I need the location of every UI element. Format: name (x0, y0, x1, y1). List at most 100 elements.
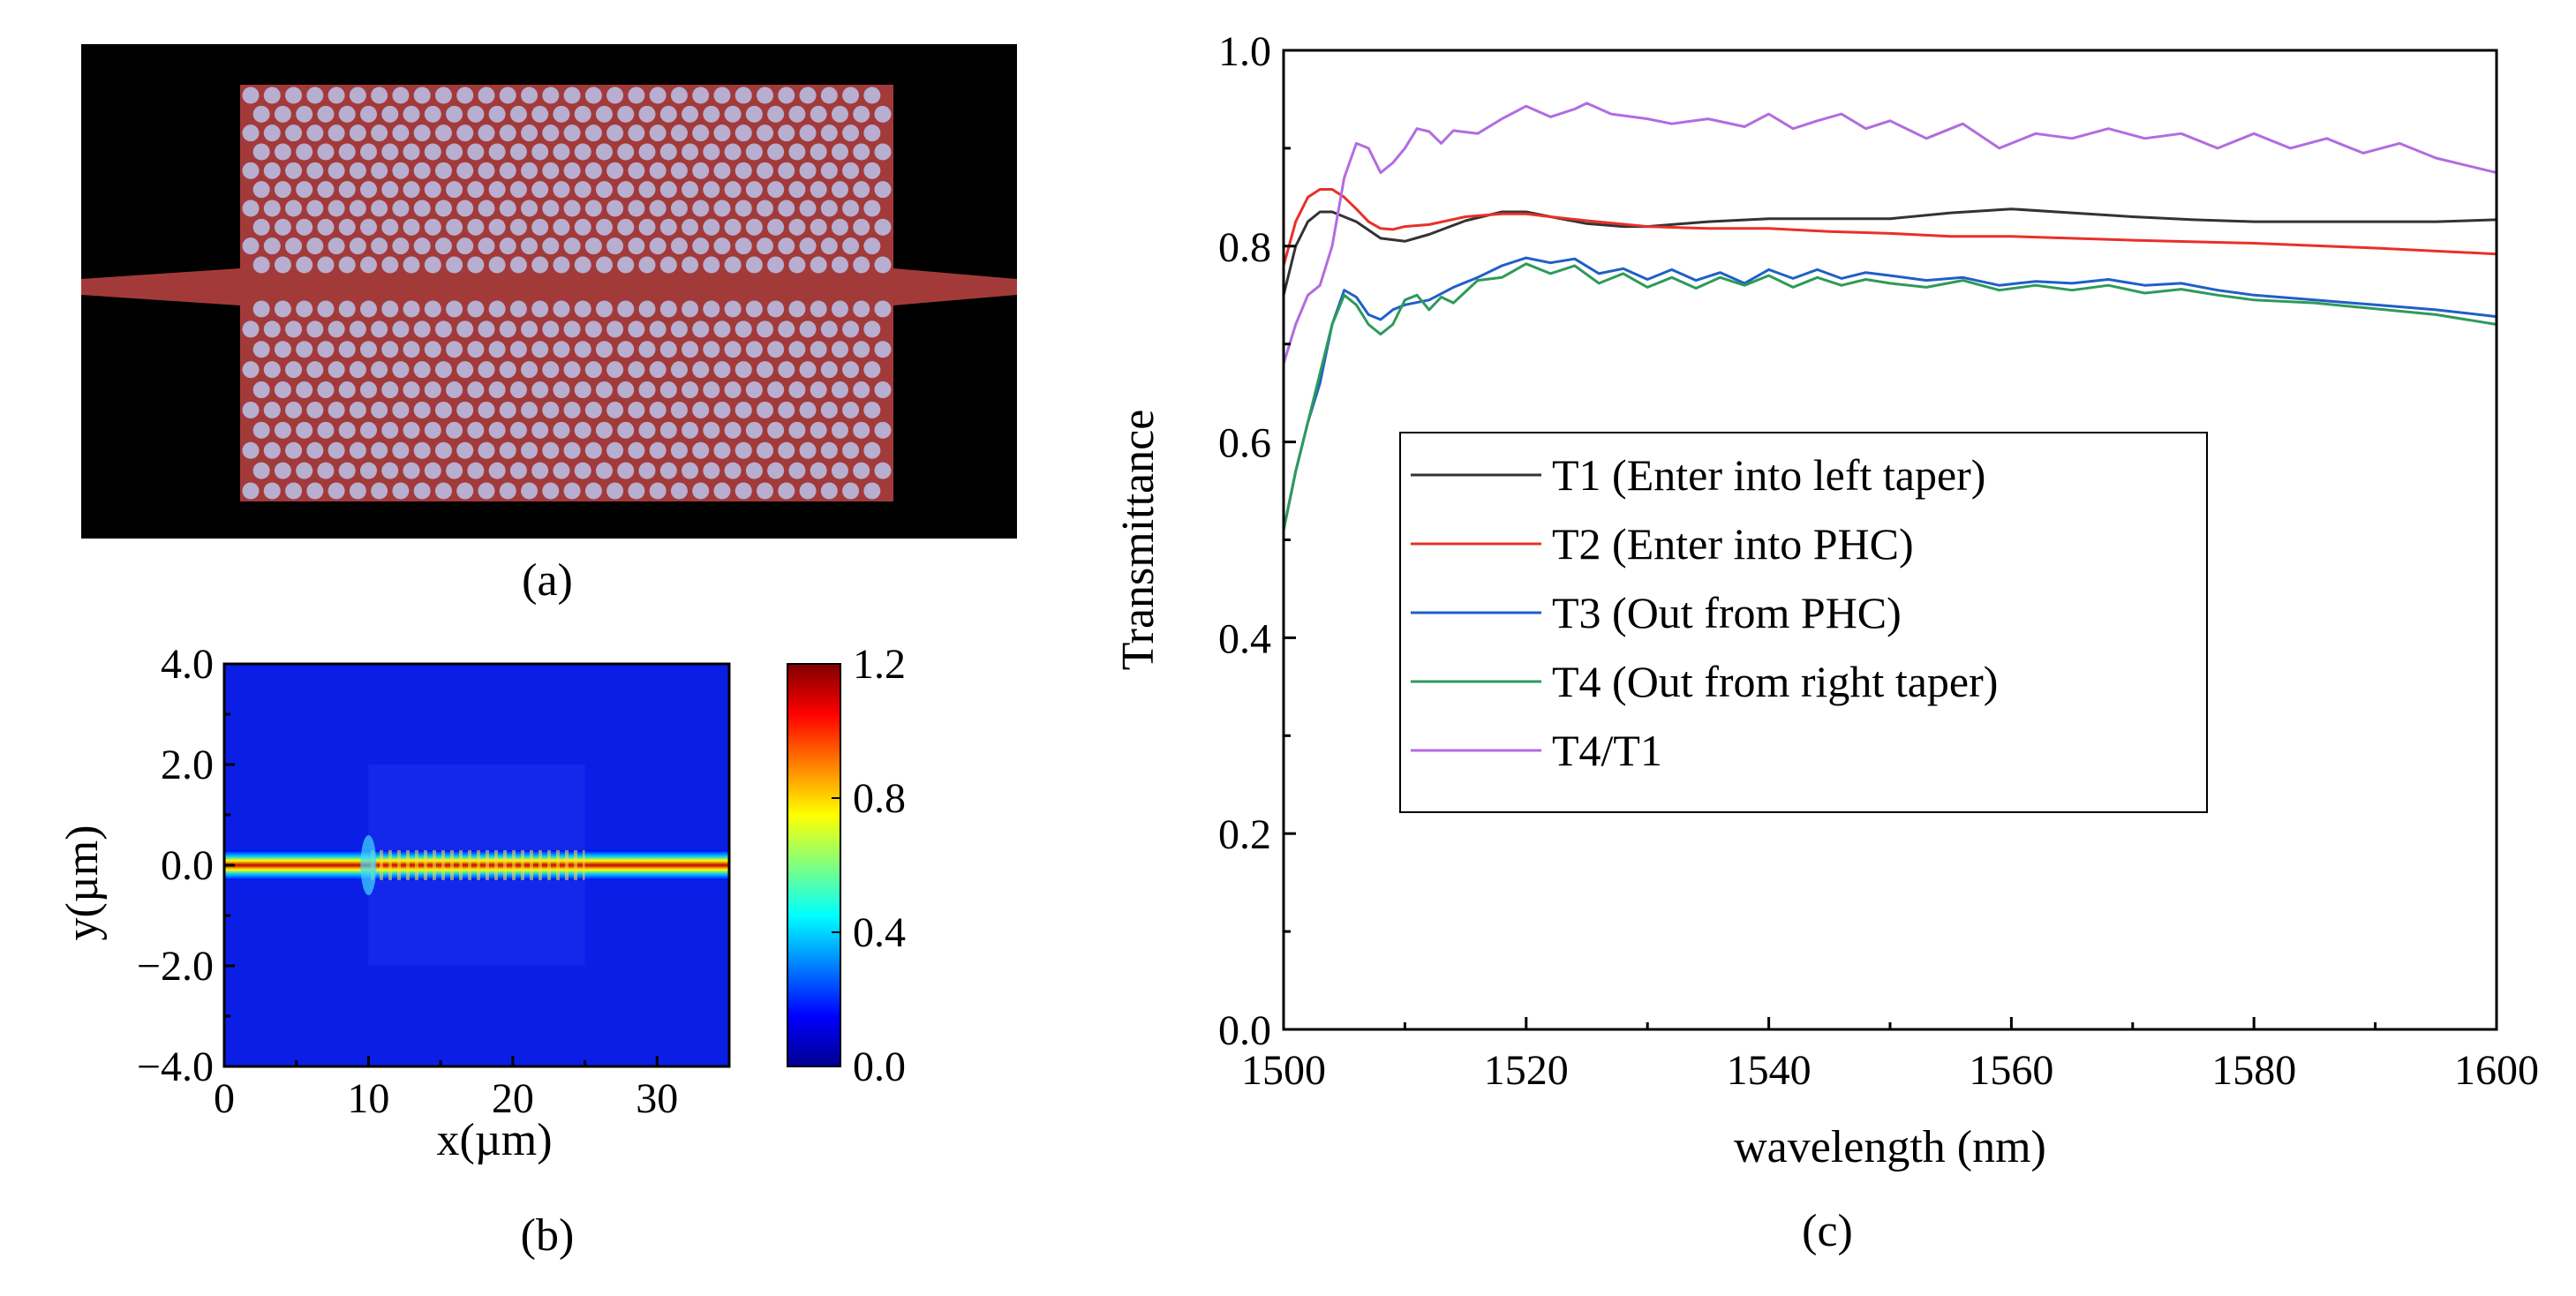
air-hole (252, 341, 270, 358)
air-hole (617, 143, 635, 161)
x-tick-label: 1600 (2454, 1047, 2539, 1094)
air-hole (788, 105, 806, 123)
x-axis-title: wavelength (nm) (1734, 1122, 2046, 1172)
air-hole (863, 401, 881, 418)
x-tick-label: 1560 (1969, 1047, 2053, 1094)
air-hole (434, 401, 452, 418)
air-hole (542, 401, 560, 418)
air-hole (659, 421, 677, 439)
air-hole (853, 462, 870, 479)
air-hole (574, 341, 591, 358)
air-hole (584, 162, 602, 179)
air-hole (757, 87, 774, 104)
air-hole (274, 381, 291, 399)
air-hole (509, 218, 527, 236)
air-hole (306, 320, 324, 338)
air-hole (328, 361, 345, 379)
air-hole (242, 482, 260, 500)
air-hole (392, 320, 410, 338)
air-hole (863, 87, 881, 104)
air-hole (670, 87, 688, 104)
air-hole (242, 87, 260, 104)
air-hole (478, 401, 495, 418)
air-hole (274, 421, 291, 439)
air-hole (692, 482, 710, 500)
air-hole (810, 341, 827, 358)
air-hole (359, 341, 377, 358)
air-hole (734, 320, 752, 338)
air-hole (285, 237, 303, 255)
air-hole (371, 124, 388, 142)
air-hole (424, 300, 441, 318)
air-hole (820, 237, 838, 255)
air-hole (745, 256, 763, 274)
air-hole (788, 181, 806, 199)
air-hole (456, 162, 474, 179)
caption-b: (b) (520, 1210, 575, 1261)
air-hole (467, 462, 485, 479)
air-hole (574, 462, 591, 479)
air-hole (831, 381, 848, 399)
legend-label: T4 (Out from right taper) (1552, 657, 1998, 706)
air-hole (531, 462, 549, 479)
air-hole (424, 256, 441, 274)
air-hole (842, 237, 860, 255)
air-hole (595, 181, 613, 199)
air-hole (584, 124, 602, 142)
beam-ripple (368, 850, 585, 880)
air-hole (863, 482, 881, 500)
air-hole (413, 237, 431, 255)
air-hole (778, 320, 795, 338)
air-hole (349, 361, 366, 379)
air-hole (488, 341, 506, 358)
air-hole (403, 105, 420, 123)
air-hole (724, 381, 742, 399)
y-axis-title: y(µm) (57, 825, 108, 940)
air-hole (595, 300, 613, 318)
air-hole (542, 361, 560, 379)
air-hole (842, 401, 860, 418)
colorbar-label: 0.0 (853, 1044, 906, 1090)
air-hole (242, 200, 260, 217)
air-hole (413, 401, 431, 418)
air-hole (478, 200, 495, 217)
air-hole (359, 105, 377, 123)
air-hole (628, 482, 645, 500)
air-hole (842, 441, 860, 459)
air-hole (810, 421, 827, 439)
air-hole (734, 441, 752, 459)
air-hole (757, 124, 774, 142)
air-hole (499, 320, 516, 338)
air-hole (745, 341, 763, 358)
air-hole (757, 482, 774, 500)
air-hole (692, 124, 710, 142)
air-hole (413, 200, 431, 217)
air-hole (734, 361, 752, 379)
air-hole (296, 256, 313, 274)
air-hole (606, 441, 624, 459)
air-hole (745, 300, 763, 318)
chart-content: 1500 1520 1540 1560 1580 1600 0.0 0.2 0.4 0.6 0.8 1… (1113, 28, 2539, 1172)
air-hole (381, 256, 399, 274)
air-hole (521, 361, 539, 379)
air-hole (531, 300, 549, 318)
air-hole (638, 105, 656, 123)
air-hole (285, 401, 303, 418)
air-hole (724, 256, 742, 274)
air-hole (670, 401, 688, 418)
air-hole (509, 181, 527, 199)
air-hole (553, 105, 570, 123)
air-hole (359, 300, 377, 318)
air-hole (682, 181, 699, 199)
air-hole (595, 218, 613, 236)
air-hole (606, 401, 624, 418)
air-hole (874, 218, 892, 236)
air-hole (381, 421, 399, 439)
air-hole (799, 401, 817, 418)
air-hole (392, 237, 410, 255)
air-hole (788, 341, 806, 358)
air-hole (328, 237, 345, 255)
air-hole (703, 341, 720, 358)
air-hole (263, 87, 281, 104)
air-hole (799, 200, 817, 217)
